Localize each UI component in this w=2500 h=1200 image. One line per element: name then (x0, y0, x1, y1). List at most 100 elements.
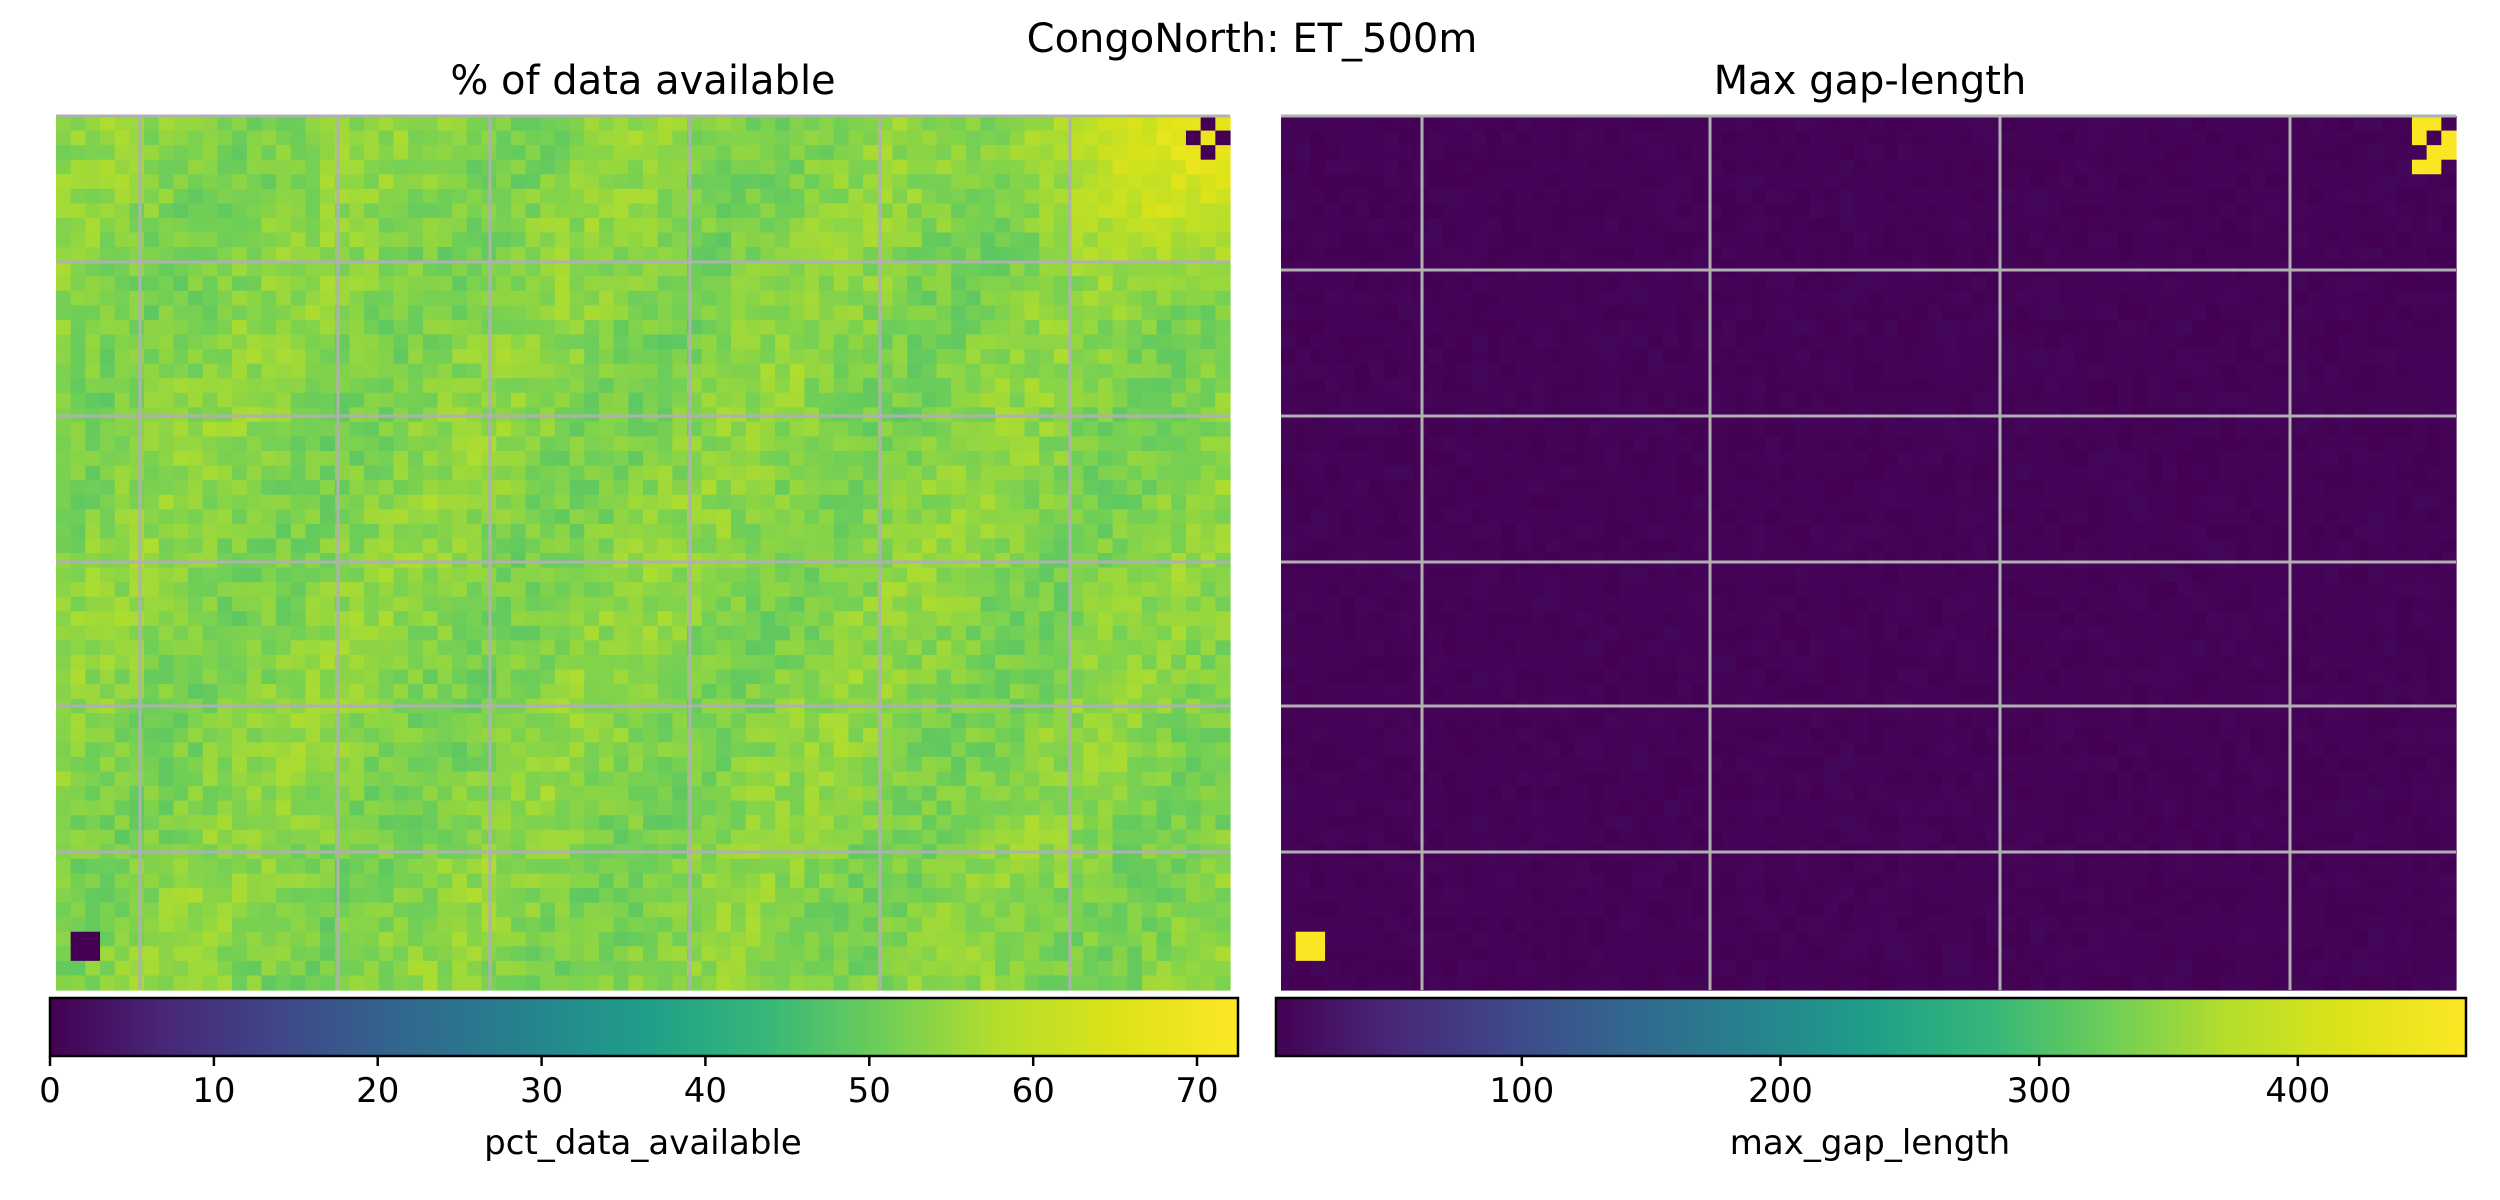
heatmap-cell (716, 888, 732, 904)
heatmap-cell (980, 392, 996, 408)
heatmap-cell (261, 771, 277, 787)
heatmap-cell (1200, 713, 1216, 729)
heatmap-cell (1127, 684, 1143, 700)
heatmap-cell (569, 276, 585, 292)
heatmap-cell (393, 349, 409, 365)
heatmap-cell (290, 232, 307, 248)
heatmap-cell (1112, 523, 1128, 540)
heatmap-cell (510, 232, 527, 248)
heatmap-cell (85, 145, 101, 161)
heatmap-cell (408, 436, 424, 452)
heatmap-cell (892, 582, 908, 598)
heatmap-cell (980, 436, 996, 452)
heatmap-cell (657, 538, 673, 554)
heatmap-cell (173, 145, 189, 161)
heatmap-cell (452, 174, 468, 190)
heatmap-cell (1068, 116, 1084, 132)
heatmap-cell (188, 888, 204, 904)
heatmap-cell (980, 654, 996, 671)
heatmap-cell (716, 640, 732, 656)
heatmap-cell (584, 625, 600, 641)
heatmap-cell (56, 931, 72, 947)
heatmap-cell (129, 116, 145, 132)
heatmap-cell (1171, 494, 1187, 510)
heatmap-cell (452, 946, 468, 962)
heatmap-cell (672, 188, 688, 204)
heatmap-cell (701, 436, 717, 452)
heatmap-cell (907, 917, 923, 933)
heatmap-cell (877, 378, 894, 394)
heatmap-cell (760, 247, 776, 263)
heatmap-cell (349, 684, 365, 700)
heatmap-cell (1795, 130, 1811, 146)
heatmap-cell (1185, 145, 1202, 161)
heatmap-cell (1068, 654, 1084, 671)
heatmap-cell (584, 742, 600, 758)
heatmap-cell (1185, 582, 1202, 598)
heatmap-cell (716, 727, 732, 743)
heatmap-cell (1009, 174, 1026, 190)
heatmap-cell (1024, 261, 1040, 277)
heatmap-cell (85, 654, 101, 671)
heatmap-cell (261, 290, 277, 306)
heatmap-cell (510, 582, 527, 598)
heatmap-cell (100, 596, 116, 612)
heatmap-cell (540, 451, 556, 467)
heatmap-cell (525, 130, 541, 146)
heatmap-cell (554, 378, 571, 394)
heatmap-cell (144, 567, 160, 583)
heatmap-cell (217, 203, 233, 219)
heatmap-cell (1171, 858, 1187, 875)
heatmap-cell (936, 465, 952, 481)
heatmap-cell (100, 684, 116, 700)
heatmap-cell (70, 771, 86, 787)
heatmap-cell (525, 334, 541, 350)
heatmap-cell (70, 596, 86, 612)
heatmap-cell (56, 174, 72, 190)
heatmap-cell (290, 684, 307, 700)
heatmap-cell (540, 349, 556, 365)
heatmap-cell (863, 494, 879, 510)
heatmap-cell (466, 232, 483, 248)
heatmap-cell (613, 975, 629, 991)
heatmap-cell (628, 159, 644, 175)
heatmap-cell (995, 334, 1011, 350)
heatmap-cell (1083, 902, 1099, 918)
heatmap-cell (496, 800, 512, 816)
heatmap-cell (672, 290, 688, 306)
heatmap-cell (217, 276, 233, 292)
heatmap-cell (863, 640, 879, 656)
heatmap-cell (892, 480, 908, 496)
heatmap-cell (907, 392, 923, 408)
heatmap-cell (1853, 116, 1870, 132)
heatmap-cell (936, 145, 952, 161)
heatmap-cell (628, 305, 644, 321)
heatmap-cell (466, 786, 483, 802)
heatmap-cell (657, 771, 673, 787)
heatmap-cell (628, 640, 644, 656)
heatmap-cell (393, 829, 409, 845)
heatmap-cell (1127, 582, 1143, 598)
heatmap-cell (364, 247, 380, 263)
heatmap-cell (760, 713, 776, 729)
heatmap-cell (1215, 669, 1231, 685)
heatmap-cell (584, 247, 600, 263)
heatmap-cell (877, 465, 894, 481)
heatmap-cell (1009, 684, 1026, 700)
heatmap-cell (1112, 917, 1128, 933)
heatmap-cell (921, 829, 938, 845)
heatmap-cell (437, 145, 453, 161)
heatmap-cell (496, 247, 512, 263)
heatmap-cell (1024, 742, 1040, 758)
heatmap-cell (1156, 640, 1172, 656)
heatmap-cell (980, 305, 996, 321)
heatmap-cell (158, 946, 175, 962)
heatmap-cell (584, 538, 600, 554)
heatmap-cell (980, 931, 996, 947)
heatmap-cell (804, 174, 820, 190)
heatmap-cell (863, 421, 879, 438)
heatmap-cell (393, 771, 409, 787)
heatmap-cell (129, 334, 145, 350)
heatmap-cell (85, 290, 101, 306)
heatmap-cell (598, 145, 615, 161)
